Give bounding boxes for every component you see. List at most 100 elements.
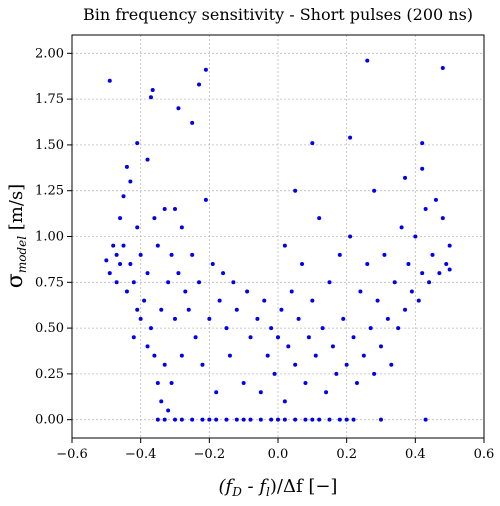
point — [104, 258, 109, 263]
point — [155, 417, 160, 422]
point — [131, 335, 136, 340]
point — [179, 353, 184, 358]
point — [138, 252, 143, 257]
point — [351, 417, 356, 422]
point — [416, 298, 421, 303]
point — [337, 252, 342, 257]
point — [234, 307, 239, 312]
x-label-part: l — [266, 485, 270, 499]
x-label-part: )/Δf [−] — [270, 476, 338, 497]
point — [203, 67, 208, 72]
point — [162, 207, 167, 212]
point — [423, 207, 428, 212]
point — [300, 261, 305, 266]
point — [344, 362, 349, 367]
x-label-part: (f — [219, 476, 236, 497]
y-tick-label: 0.25 — [35, 367, 64, 382]
point — [118, 216, 123, 221]
point — [114, 252, 119, 257]
point — [135, 225, 140, 230]
point — [248, 417, 253, 422]
point — [128, 179, 133, 184]
point — [341, 316, 346, 321]
point — [248, 335, 253, 340]
point — [293, 417, 298, 422]
point — [231, 280, 236, 285]
point — [148, 95, 153, 100]
point — [128, 261, 133, 266]
point — [286, 344, 291, 349]
point — [200, 362, 205, 367]
point — [375, 298, 380, 303]
point — [289, 289, 294, 294]
point — [234, 417, 239, 422]
point — [179, 225, 184, 230]
point — [403, 175, 408, 180]
point — [303, 381, 308, 386]
point — [173, 316, 177, 321]
point — [155, 243, 160, 248]
point — [420, 166, 425, 171]
point — [227, 353, 232, 358]
point — [389, 362, 394, 367]
point — [121, 243, 126, 248]
point — [183, 289, 188, 294]
point — [413, 234, 418, 239]
point — [190, 252, 195, 257]
y-tick-label: 1.50 — [35, 138, 64, 153]
plot-frame — [71, 34, 485, 439]
point — [409, 289, 414, 294]
point — [207, 417, 212, 422]
x-axis-label: (fD - fl)/Δf [−] — [219, 476, 338, 499]
y-label-part: σ — [3, 273, 28, 288]
point — [176, 271, 181, 276]
point — [317, 417, 322, 422]
point — [166, 280, 171, 285]
point — [173, 207, 177, 212]
y-tick-label: 1.25 — [35, 184, 64, 199]
point — [169, 381, 174, 386]
point — [138, 316, 143, 321]
point — [214, 417, 219, 422]
point — [334, 371, 339, 376]
x-tick-label: 0.2 — [336, 447, 357, 462]
point — [107, 78, 112, 83]
point — [379, 417, 383, 422]
point — [358, 289, 363, 294]
point — [203, 197, 208, 202]
point — [406, 261, 411, 266]
point — [276, 417, 280, 422]
point — [444, 261, 449, 266]
point — [159, 307, 164, 312]
point — [447, 267, 452, 272]
point — [293, 362, 298, 367]
point — [372, 371, 377, 376]
point — [258, 417, 263, 422]
point — [121, 194, 126, 199]
point — [217, 298, 222, 303]
point — [166, 408, 171, 413]
point — [272, 371, 277, 376]
point — [303, 417, 308, 422]
point — [176, 106, 181, 111]
point — [430, 252, 435, 257]
point — [107, 271, 112, 276]
point — [317, 216, 322, 221]
point — [162, 417, 167, 422]
point — [265, 353, 270, 358]
point — [433, 197, 438, 202]
point — [293, 188, 298, 193]
point — [145, 344, 150, 349]
point — [152, 216, 157, 221]
y-tick-label: 1.00 — [35, 230, 64, 245]
point — [118, 261, 123, 266]
point — [306, 335, 311, 340]
point — [258, 390, 263, 395]
y-tick-label: 0.50 — [35, 321, 64, 336]
point — [324, 390, 329, 395]
point — [159, 399, 164, 404]
point — [348, 234, 353, 239]
point — [361, 353, 366, 358]
point — [186, 307, 191, 312]
point — [310, 298, 315, 303]
